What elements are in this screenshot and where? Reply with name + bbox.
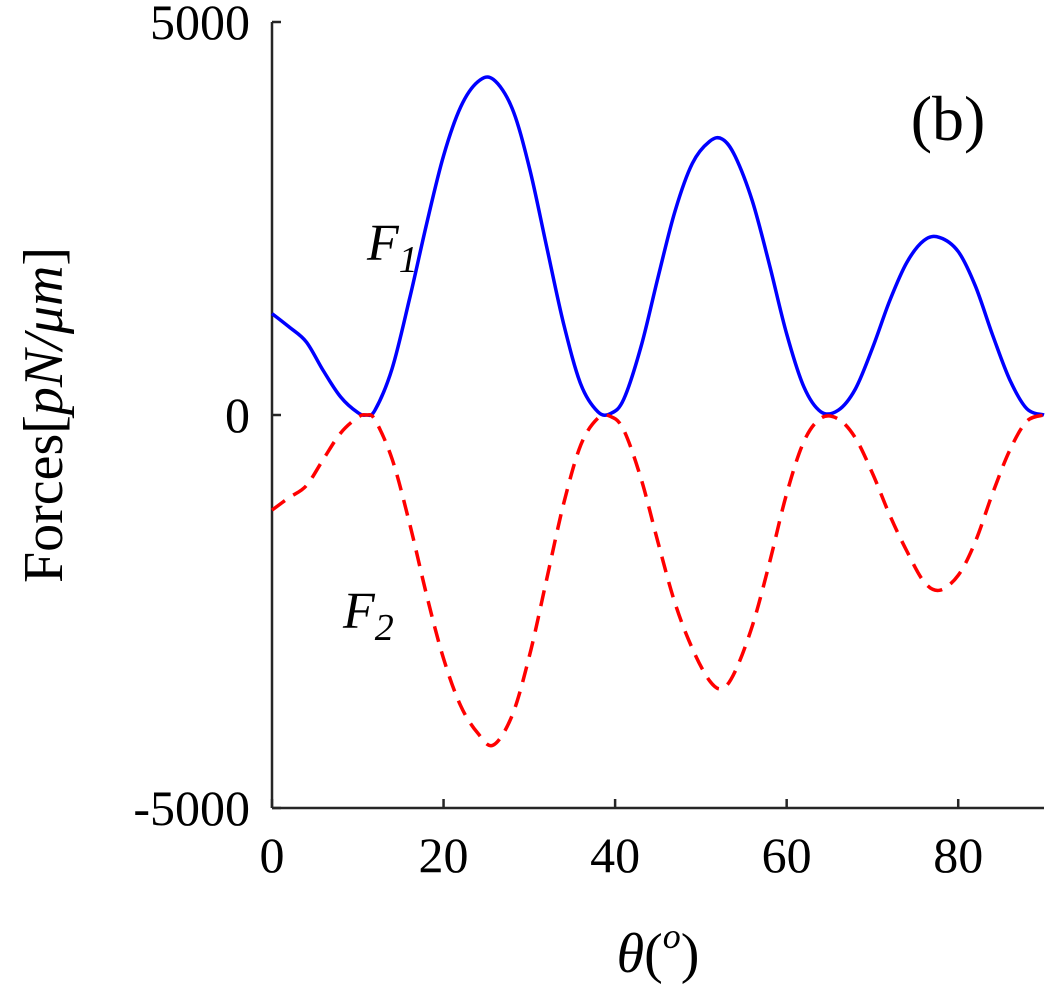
y-axis-close: ] bbox=[13, 247, 75, 266]
x-axis-symbol: θ bbox=[617, 923, 645, 985]
f1-label-sub: 1 bbox=[399, 239, 418, 281]
y-axis-open: [ bbox=[13, 415, 75, 434]
series-layer bbox=[270, 75, 1045, 748]
x-tick-label: 80 bbox=[933, 827, 983, 883]
x-axis-sup: o bbox=[663, 916, 681, 956]
x-axis-open: ( bbox=[644, 923, 663, 985]
x-tick-label: 60 bbox=[762, 827, 812, 883]
y-tick-label: 5000 bbox=[150, 0, 250, 50]
x-axis-close: ) bbox=[681, 923, 700, 985]
x-tick-label: 40 bbox=[590, 827, 640, 883]
series-line-f1 bbox=[270, 75, 1045, 418]
f2-label-sub: 2 bbox=[375, 607, 394, 649]
y-tick-label: 0 bbox=[225, 387, 250, 443]
x-axis-title: θ(o) bbox=[617, 916, 700, 985]
series-label-f1: F1 bbox=[366, 215, 418, 281]
y-axis-text: Forces bbox=[13, 434, 75, 583]
y-axis-title: Forces[pN/μm] bbox=[13, 247, 75, 583]
series-label-f2: F2 bbox=[342, 583, 394, 649]
y-tick-label: -5000 bbox=[133, 780, 250, 836]
panel-label: (b) bbox=[911, 83, 986, 154]
x-tick-label: 0 bbox=[260, 827, 285, 883]
f2-label-main: F bbox=[342, 583, 376, 640]
series-line-f2 bbox=[270, 412, 1045, 748]
x-tick-label: 20 bbox=[419, 827, 469, 883]
y-axis-unit: pN/μm bbox=[13, 266, 75, 419]
f1-label-main: F bbox=[366, 215, 400, 272]
